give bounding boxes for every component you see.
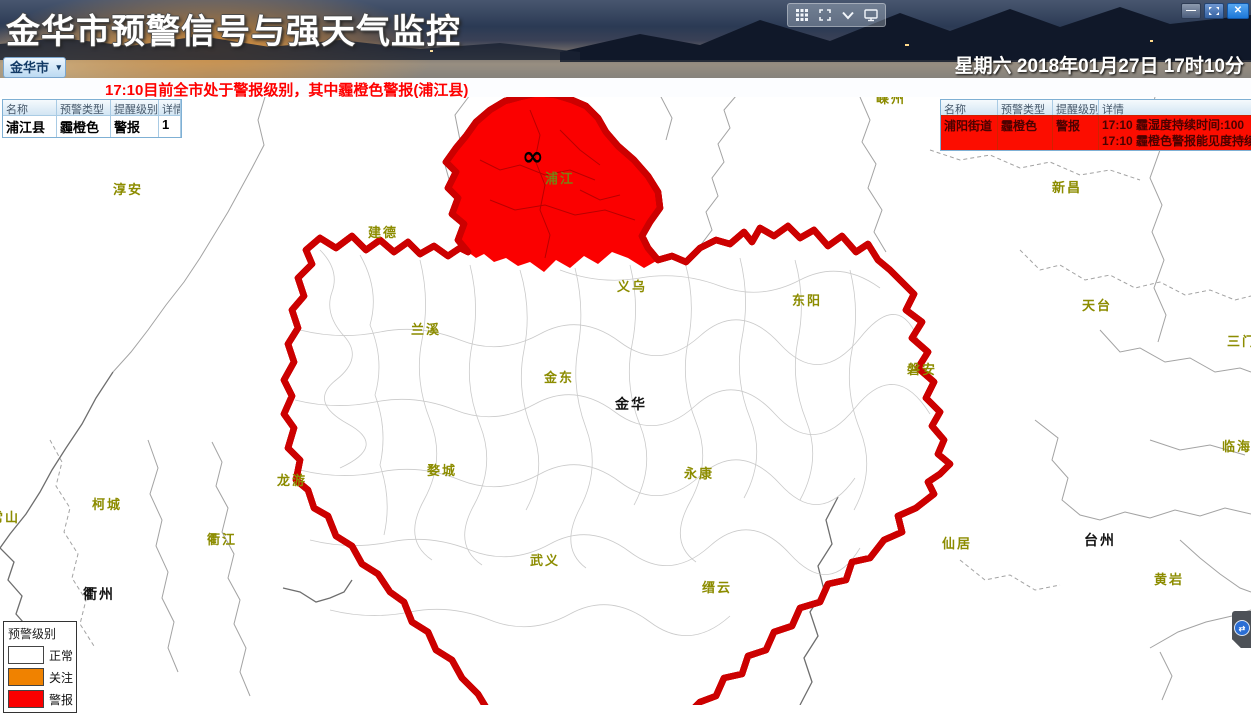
chevron-down-icon[interactable] xyxy=(840,7,856,23)
legend-items: 正常 关注 警报 xyxy=(8,646,74,708)
monitor-icon[interactable] xyxy=(863,7,879,23)
inner-boundaries xyxy=(294,249,931,636)
map-label-天台: 天台 xyxy=(1082,299,1113,314)
outer-boundaries xyxy=(49,94,1251,701)
detail-table-header: 名称 预警类型 提醒级别 详情 xyxy=(941,100,1251,115)
detail-warning-table: 名称 预警类型 提醒级别 详情 浦阳街道 霾橙色 警报 17:10 霾湿度持续时间:1… xyxy=(940,99,1251,151)
map-label-东阳: 东阳 xyxy=(792,294,823,309)
fullscreen-icon[interactable] xyxy=(817,7,833,23)
legend-label: 警报 xyxy=(49,692,74,707)
detail-cell-type: 霾橙色 xyxy=(998,115,1053,150)
header-bar: 金华市预警信号与强天气监控 星期六 2018年01月27日 17时10分 — xyxy=(0,0,1251,78)
map-label-仙居: 仙居 xyxy=(942,537,973,552)
map-label-新昌: 新昌 xyxy=(1052,181,1083,196)
legend-swatch xyxy=(8,668,44,686)
summary-value-cell: 浦江县 xyxy=(3,115,57,137)
province-boundaries xyxy=(0,371,839,705)
grid-icon[interactable] xyxy=(794,7,810,23)
map-label-常山: 常山 xyxy=(0,511,21,526)
legend-item: 关注 xyxy=(8,668,74,686)
map-label-淳安: 淳安 xyxy=(113,183,144,198)
map-label-建德: 建德 xyxy=(368,226,399,241)
map-label-义乌: 义乌 xyxy=(617,280,648,295)
detail-cell-name: 浦阳街道 xyxy=(941,115,998,150)
legend-item: 警报 xyxy=(8,690,74,708)
legend-title: 预警级别 xyxy=(8,627,57,641)
map-label-临海: 临海 xyxy=(1222,440,1251,455)
summary-header-cell: 预警类型 xyxy=(57,100,111,115)
remote-access-badge: ⇄ xyxy=(1232,611,1251,648)
close-button[interactable]: ✕ xyxy=(1227,3,1249,19)
map-label-金东: 金东 xyxy=(544,371,575,386)
detail-header-cell: 提醒级别 xyxy=(1053,100,1099,115)
map-label-永康: 永康 xyxy=(684,467,715,482)
restore-button[interactable] xyxy=(1204,3,1224,19)
map-label-磐安: 磐安 xyxy=(907,363,938,378)
map-label-缙云: 缙云 xyxy=(702,581,733,596)
legend-label: 正常 xyxy=(49,648,74,663)
map-label-金华: 金华 xyxy=(615,397,647,413)
map-label-alert-region: 浦江 xyxy=(545,172,576,187)
legend-item: 正常 xyxy=(8,646,74,664)
summary-value-cell: 霾橙色 xyxy=(57,115,111,137)
remote-access-icon: ⇄ xyxy=(1234,620,1250,636)
detail-cell-details: 17:10 霾湿度持续时间:100 17:10 霾橙色警报能见度持续 xyxy=(1099,115,1251,150)
city-selector[interactable]: 金华市 ▾ xyxy=(3,57,67,78)
alert-banner-text: 17:10目前全市处于警报级别，其中霾橙色警报(浦江县) xyxy=(105,82,469,99)
alert-region-inner-lines xyxy=(479,109,636,259)
map-label-黄岩: 黄岩 xyxy=(1154,573,1185,588)
map-label-衢江: 衢江 xyxy=(207,533,238,548)
page-title: 金华市预警信号与强天气监控 xyxy=(6,13,461,51)
map-label-衢州: 衢州 xyxy=(83,587,115,603)
summary-value-cell: 1 xyxy=(159,115,181,137)
map-label-三门: 三门 xyxy=(1227,335,1251,350)
datetime-display: 星期六 2018年01月27日 17时10分 xyxy=(954,56,1244,77)
chevron-down-icon: ▾ xyxy=(56,62,62,72)
summary-header-cell: 名称 xyxy=(3,100,57,115)
detail-header-cell: 预警类型 xyxy=(998,100,1053,115)
window-controls: — ✕ xyxy=(1181,3,1249,19)
summary-header-cell: 提醒级别 xyxy=(111,100,159,115)
map-label-兰溪: 兰溪 xyxy=(411,323,442,338)
summary-header-cell: 详情 xyxy=(159,100,181,115)
legend: 预警级别 正常关注警报 xyxy=(3,621,77,713)
detail-header-cell: 名称 xyxy=(941,100,998,115)
detail-line-1: 17:10 霾湿度持续时间:100 xyxy=(1102,118,1245,132)
summary-table-row[interactable]: 浦江县 霾橙色 警报 1 xyxy=(3,115,181,137)
map-label-台州: 台州 xyxy=(1084,533,1116,549)
header-photo xyxy=(0,7,1251,78)
toolbar xyxy=(787,3,886,27)
detail-header-cell: 详情 xyxy=(1099,100,1251,115)
city-boundary xyxy=(280,89,954,705)
detail-cell-level: 警报 xyxy=(1053,115,1099,150)
map-label-龙游: 龙游 xyxy=(277,474,308,489)
summary-value-cell: 警报 xyxy=(111,115,159,137)
alert-region-pujiang[interactable] xyxy=(446,93,660,272)
detail-line-2: 17:10 霾橙色警报能见度持续 xyxy=(1102,134,1251,148)
map-label-武义: 武义 xyxy=(530,554,561,569)
minimize-button[interactable]: — xyxy=(1181,3,1201,19)
legend-swatch xyxy=(8,690,44,708)
haze-icon: ∞ xyxy=(522,142,544,172)
alert-banner: 17:10目前全市处于警报级别，其中霾橙色警报(浦江县) xyxy=(0,78,1251,99)
map-label-柯城: 柯城 xyxy=(92,498,123,513)
legend-label: 关注 xyxy=(49,670,74,685)
city-selector-label: 金华市 xyxy=(10,60,50,75)
detail-table-row[interactable]: 浦阳街道 霾橙色 警报 17:10 霾湿度持续时间:100 17:10 霾橙色警… xyxy=(941,115,1251,150)
map-label-婺城: 婺城 xyxy=(427,464,458,479)
legend-swatch xyxy=(8,646,44,664)
